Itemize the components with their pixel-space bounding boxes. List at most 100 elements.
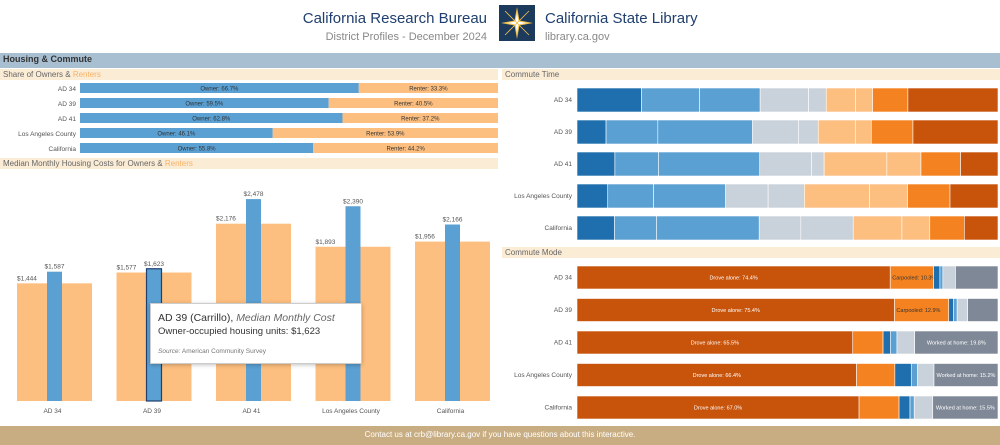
commute-mode-segment[interactable] bbox=[932, 395, 999, 420]
commute-time-segment[interactable] bbox=[752, 119, 799, 145]
owner-bar[interactable] bbox=[80, 143, 314, 153]
commute-mode-header-bar bbox=[502, 247, 1000, 258]
commute-mode-segment[interactable] bbox=[933, 363, 999, 387]
commute-mode-segment[interactable] bbox=[898, 395, 911, 420]
commute-time-segment[interactable] bbox=[907, 87, 999, 113]
commute-time-segment[interactable] bbox=[823, 151, 888, 177]
commute-time-segment[interactable] bbox=[576, 87, 642, 113]
commute-mode-segment[interactable] bbox=[852, 330, 884, 355]
commute-time-segment[interactable] bbox=[920, 151, 961, 177]
commute-time-segment[interactable] bbox=[699, 87, 761, 113]
commute-time-segment[interactable] bbox=[658, 151, 761, 177]
commute-mode-segment[interactable] bbox=[913, 395, 934, 420]
commute-time-segment[interactable] bbox=[657, 119, 753, 145]
owners-renters-title-prefix: Share of Owners & bbox=[3, 70, 73, 79]
tooltip-heading: AD 39 (Carrillo), Median Monthly Cost bbox=[158, 312, 335, 324]
commute-mode-segment[interactable] bbox=[910, 363, 918, 387]
commute-time-segment[interactable] bbox=[901, 215, 931, 241]
library-title[interactable]: California State Library bbox=[545, 10, 698, 27]
owner-bar-label: Owner: 55.8% bbox=[178, 147, 217, 153]
tooltip-heading-italic: Median Monthly Cost bbox=[236, 312, 335, 324]
commute-mode-segment[interactable] bbox=[917, 363, 935, 387]
owner-bar-label: Owner: 66.7% bbox=[200, 87, 239, 93]
commute-mode-segment[interactable] bbox=[896, 330, 915, 355]
commute-mode-segment[interactable] bbox=[967, 298, 999, 322]
commute-time-segment[interactable] bbox=[852, 215, 903, 241]
commute-time-segment[interactable] bbox=[759, 87, 809, 113]
commute-mode-segment[interactable] bbox=[939, 265, 944, 290]
commute-mode-segment[interactable] bbox=[890, 330, 898, 355]
commute-mode-segment[interactable] bbox=[933, 265, 941, 290]
owner-cost-bar[interactable] bbox=[445, 224, 460, 401]
commute-time-segment[interactable] bbox=[576, 151, 616, 177]
commute-mode-segment[interactable] bbox=[894, 363, 912, 387]
commute-mode-label: Worked at home: 15.2% bbox=[937, 373, 996, 379]
commute-mode-segment[interactable] bbox=[914, 330, 999, 355]
commute-time-segment[interactable] bbox=[767, 183, 805, 209]
header-right: California State Library library.ca.gov bbox=[545, 10, 698, 44]
commute-time-segment[interactable] bbox=[798, 119, 819, 145]
commute-time-segment[interactable] bbox=[576, 215, 615, 241]
commute-time-segment[interactable] bbox=[804, 183, 870, 209]
commute-time-segment[interactable] bbox=[656, 215, 760, 241]
renter-bar[interactable] bbox=[328, 98, 498, 108]
category-label-ad-34: AD 34 bbox=[43, 408, 61, 415]
commute-time-segment[interactable] bbox=[886, 151, 922, 177]
renter-bar[interactable] bbox=[342, 113, 498, 123]
owner-bar[interactable] bbox=[80, 128, 273, 138]
owner-bar[interactable] bbox=[80, 83, 359, 93]
owner-cost-label: $2,478 bbox=[244, 191, 264, 198]
owner-bar[interactable] bbox=[80, 98, 329, 108]
commute-time-segment[interactable] bbox=[825, 87, 857, 113]
commute-time-segment[interactable] bbox=[614, 215, 657, 241]
commute-mode-segment[interactable] bbox=[955, 265, 999, 290]
commute-time-segment[interactable] bbox=[808, 87, 827, 113]
renter-bar[interactable] bbox=[313, 143, 498, 153]
commute-time-segment[interactable] bbox=[759, 151, 812, 177]
renter-bar-label: Renter: 37.2% bbox=[401, 117, 440, 123]
commute-mode-segment[interactable] bbox=[948, 298, 954, 322]
commute-mode-segment[interactable] bbox=[953, 298, 958, 322]
commute-mode-segment[interactable] bbox=[956, 298, 968, 322]
commute-time-segment[interactable] bbox=[605, 119, 659, 145]
owner-bar[interactable] bbox=[80, 113, 343, 123]
commute-mode-label: Worked at home: 15.5% bbox=[936, 406, 995, 412]
commute-time-segment[interactable] bbox=[576, 119, 607, 145]
commute-time-segment[interactable] bbox=[653, 183, 726, 209]
renter-bar[interactable] bbox=[272, 128, 498, 138]
commute-time-segment[interactable] bbox=[949, 183, 999, 209]
commute-time-segment[interactable] bbox=[869, 183, 908, 209]
commute-mode-segment[interactable] bbox=[909, 395, 915, 420]
commute-time-segment[interactable] bbox=[854, 119, 872, 145]
owner-cost-bar[interactable] bbox=[47, 271, 62, 401]
commute-mode-segment[interactable] bbox=[882, 330, 891, 355]
commute-time-segment[interactable] bbox=[758, 215, 802, 241]
commute-time-segment[interactable] bbox=[960, 151, 999, 177]
category-label-ad-41: AD 41 bbox=[58, 116, 76, 123]
commute-time-segment[interactable] bbox=[855, 87, 873, 113]
commute-mode-segment[interactable] bbox=[858, 395, 900, 420]
commute-time-segment[interactable] bbox=[725, 183, 769, 209]
renter-cost-label: $1,577 bbox=[117, 265, 137, 272]
renter-bar[interactable] bbox=[358, 83, 498, 93]
commute-time-segment[interactable] bbox=[607, 183, 654, 209]
library-url[interactable]: library.ca.gov bbox=[545, 31, 610, 43]
commute-time-segment[interactable] bbox=[964, 215, 999, 241]
commute-time-segment[interactable] bbox=[614, 151, 659, 177]
commute-mode-segment[interactable] bbox=[942, 265, 956, 290]
commute-time-segment[interactable] bbox=[870, 119, 914, 145]
commute-time-segment[interactable] bbox=[641, 87, 700, 113]
category-label-california: California bbox=[49, 146, 77, 153]
housing-costs-title-suffix: Renters bbox=[164, 159, 193, 168]
commute-time-segment[interactable] bbox=[912, 119, 999, 145]
commute-time-segment[interactable] bbox=[576, 183, 609, 209]
owner-cost-bar[interactable] bbox=[246, 199, 261, 401]
commute-time-segment[interactable] bbox=[872, 87, 909, 113]
commute-time-segment[interactable] bbox=[817, 119, 856, 145]
commute-time-segment[interactable] bbox=[811, 151, 825, 177]
commute-time-segment[interactable] bbox=[929, 215, 965, 241]
footer-contact-text[interactable]: Contact us at crb@library.ca.gov if you … bbox=[364, 430, 636, 439]
commute-mode-segment[interactable] bbox=[856, 363, 896, 387]
commute-time-segment[interactable] bbox=[907, 183, 951, 209]
commute-time-segment[interactable] bbox=[800, 215, 854, 241]
